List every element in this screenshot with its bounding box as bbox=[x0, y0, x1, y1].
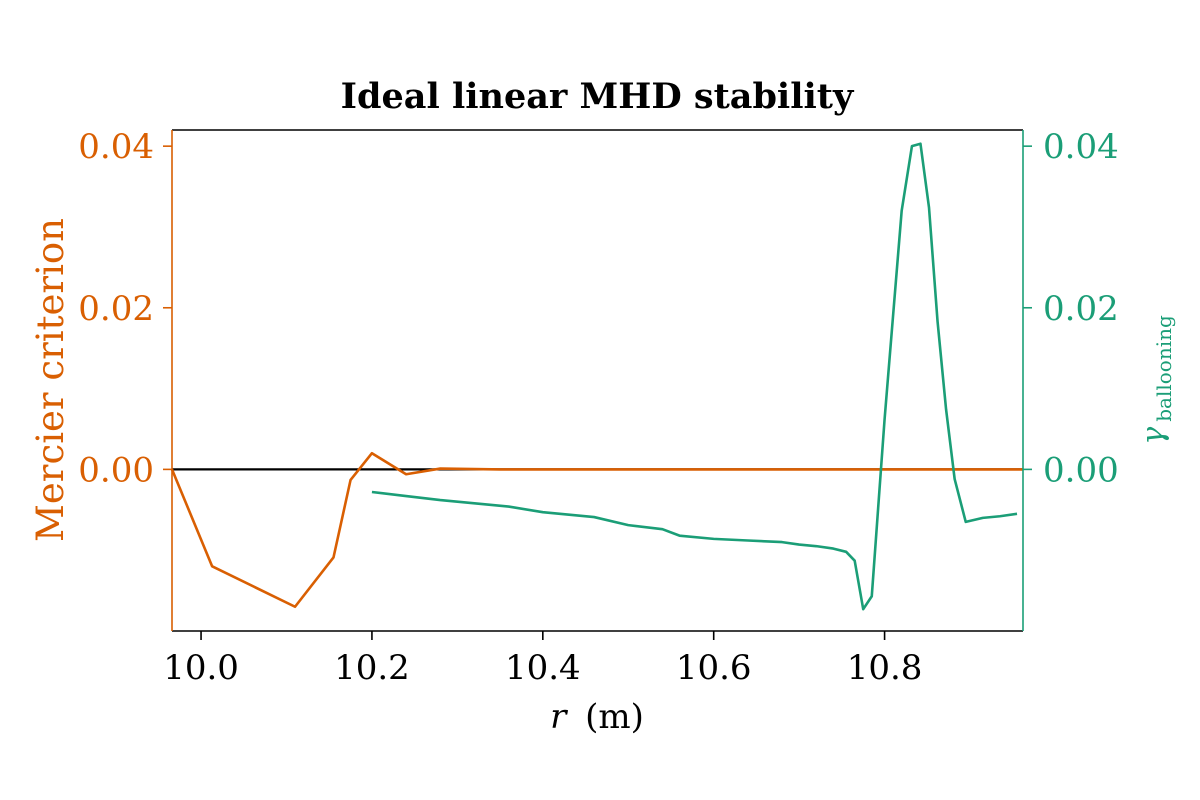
y-axis-label-left: Mercier criterion bbox=[29, 218, 72, 542]
y-axis-label-right: γ ballooning bbox=[1136, 315, 1176, 445]
series-line-ballooning bbox=[371, 142, 1018, 611]
x-axis-label-var: r bbox=[550, 697, 568, 737]
x-axis-label-unit: (m) bbox=[585, 697, 644, 737]
y-tick-label-left: 0.04 bbox=[78, 127, 154, 167]
x-tick-label: 10.2 bbox=[334, 648, 410, 688]
y-tick-label-right: 0.00 bbox=[1043, 450, 1119, 490]
y-tick-label-right: 0.04 bbox=[1043, 127, 1119, 167]
x-tick-label: 10.4 bbox=[505, 648, 581, 688]
y-tick-label-left: 0.00 bbox=[78, 450, 154, 490]
y-axis-label-right-symbol: γ bbox=[1136, 427, 1171, 445]
series-line-mercier bbox=[170, 451, 1023, 609]
x-tick-label: 10.8 bbox=[847, 648, 923, 688]
x-tick-label: 10.0 bbox=[163, 648, 239, 688]
x-axis-label: r (m) bbox=[550, 697, 644, 737]
chart-title: Ideal linear MHD stability bbox=[341, 76, 855, 117]
y-tick-label-right: 0.02 bbox=[1043, 289, 1119, 329]
y-axis-label-right-sub: ballooning bbox=[1152, 315, 1176, 422]
y-tick-label-left: 0.02 bbox=[78, 289, 154, 329]
x-tick-label: 10.6 bbox=[676, 648, 752, 688]
